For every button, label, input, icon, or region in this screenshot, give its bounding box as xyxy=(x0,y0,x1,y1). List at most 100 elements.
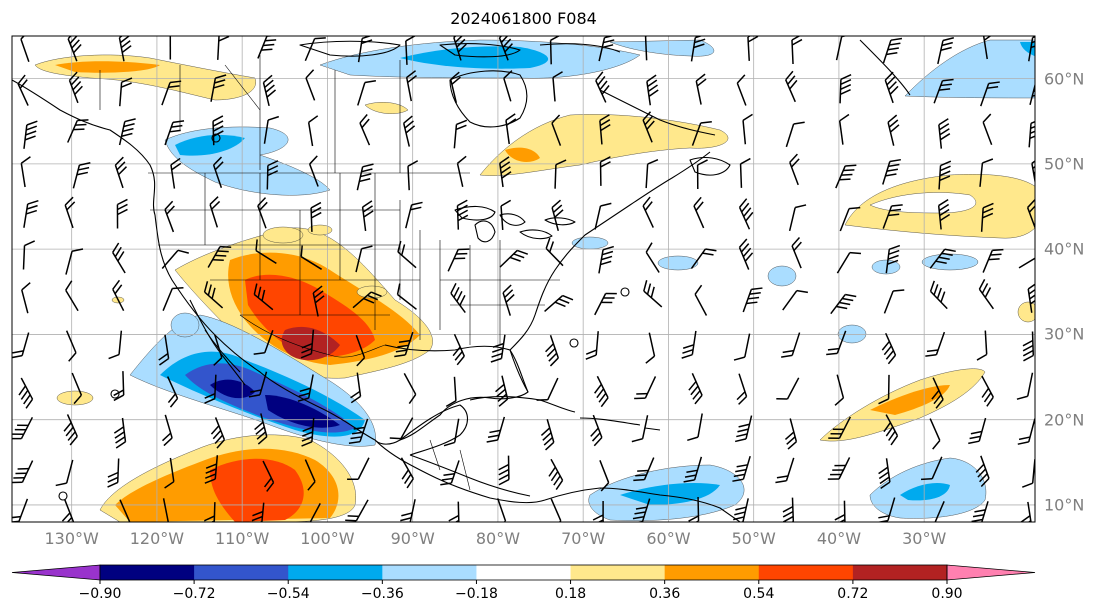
colorbar-tick-label: 0.18 xyxy=(554,586,587,602)
wind-barb xyxy=(63,414,78,446)
wind-barb xyxy=(643,280,663,308)
wind-barb xyxy=(310,201,322,232)
wind-barb xyxy=(690,36,707,62)
longitude-tick-label: 40°W xyxy=(816,529,862,548)
colorbar-tick-label: 0.90 xyxy=(931,586,963,602)
wind-barb xyxy=(307,115,319,147)
wind-barb xyxy=(112,242,126,274)
wind-barb xyxy=(968,417,987,445)
wind-barb xyxy=(300,329,315,359)
colorbar-extend-high xyxy=(946,564,1036,581)
wind-barb xyxy=(599,156,611,186)
wind-barb xyxy=(885,244,901,274)
wind-barb xyxy=(65,280,79,312)
wind-barb xyxy=(308,503,321,522)
wind-barb xyxy=(882,37,903,64)
wind-barb xyxy=(982,248,1004,273)
wind-barb xyxy=(352,291,382,309)
wind-barb xyxy=(449,71,461,103)
anomaly-shading xyxy=(34,39,1035,522)
wind-barb xyxy=(300,245,323,270)
wind-barb xyxy=(694,284,708,316)
wind-barb xyxy=(736,74,747,106)
wind-barb xyxy=(971,501,989,522)
wind-barb xyxy=(599,114,611,145)
wind-barb xyxy=(545,237,564,267)
colorbar-tick-label: 0.72 xyxy=(837,586,869,602)
wind-barb xyxy=(688,373,703,405)
wind-barb xyxy=(552,71,563,102)
wind-barb xyxy=(257,197,268,229)
longitude-tick-label: 90°W xyxy=(390,529,435,548)
wind-barb xyxy=(830,293,857,315)
wind-barb xyxy=(978,279,994,310)
wind-barb xyxy=(308,155,319,187)
wind-barb xyxy=(631,415,649,443)
wind-barb xyxy=(937,198,951,230)
wind-barb xyxy=(548,458,564,490)
coastlines xyxy=(12,39,911,522)
wind-barb xyxy=(634,376,657,400)
wind-barb xyxy=(734,415,753,443)
wind-barb xyxy=(304,459,316,491)
colorbar-segment xyxy=(194,565,289,580)
wind-barbs xyxy=(12,36,1035,522)
wind-barb xyxy=(253,283,274,311)
colorbar-segment xyxy=(100,565,195,580)
wind-barb xyxy=(65,330,77,362)
wind-barb xyxy=(687,413,703,442)
wind-barb xyxy=(297,374,314,402)
wind-barb xyxy=(67,119,89,143)
wind-barb xyxy=(68,71,83,104)
wind-barb xyxy=(499,156,512,188)
latitude-tick-label: 30°N xyxy=(1044,324,1085,344)
wind-barb xyxy=(499,249,529,268)
wind-barb xyxy=(164,200,175,233)
wind-barb xyxy=(881,332,897,365)
wind-barb xyxy=(976,330,988,361)
wind-barb xyxy=(733,333,751,361)
wind-barb xyxy=(884,71,899,104)
longitude-tick-label: 50°W xyxy=(731,529,776,548)
wind-barb xyxy=(266,160,279,190)
wind-barb xyxy=(598,245,614,274)
wind-barb xyxy=(594,375,609,408)
wind-barb xyxy=(166,376,179,408)
wind-barb xyxy=(834,500,846,522)
wind-barb xyxy=(158,498,169,522)
wind-barb xyxy=(21,282,31,314)
wind-barb xyxy=(550,498,562,522)
wind-barb xyxy=(838,113,850,145)
wind-barb xyxy=(878,374,890,405)
colorbar xyxy=(11,564,1036,584)
colorbar-segment xyxy=(664,565,760,580)
wind-barb xyxy=(161,414,173,447)
wind-barb xyxy=(12,416,34,440)
wind-barb xyxy=(490,334,506,363)
wind-barb xyxy=(645,332,656,364)
wind-barb xyxy=(646,74,659,106)
gridlines xyxy=(12,36,1035,522)
wind-barb xyxy=(496,498,507,522)
wind-barb xyxy=(405,201,423,229)
wind-barb xyxy=(118,118,136,146)
wind-barb xyxy=(71,372,83,405)
wind-barb xyxy=(263,115,280,144)
wind-barb xyxy=(633,457,655,482)
wind-barb xyxy=(738,238,754,270)
wind-barb xyxy=(162,286,184,311)
wind-barb xyxy=(304,37,326,62)
colorbar-extend-low xyxy=(11,564,101,581)
wind-barb xyxy=(397,240,417,269)
wind-barb xyxy=(644,36,656,61)
wind-barb xyxy=(64,196,76,229)
wind-barb xyxy=(20,36,30,62)
wind-barb xyxy=(453,119,468,149)
wind-barb xyxy=(1028,118,1035,148)
wind-barb xyxy=(834,374,845,406)
longitude-tick-label: 110°W xyxy=(214,529,270,548)
political-borders xyxy=(99,55,560,491)
wind-barb xyxy=(642,196,654,228)
wind-barb xyxy=(981,375,994,407)
wind-barb xyxy=(262,460,275,492)
